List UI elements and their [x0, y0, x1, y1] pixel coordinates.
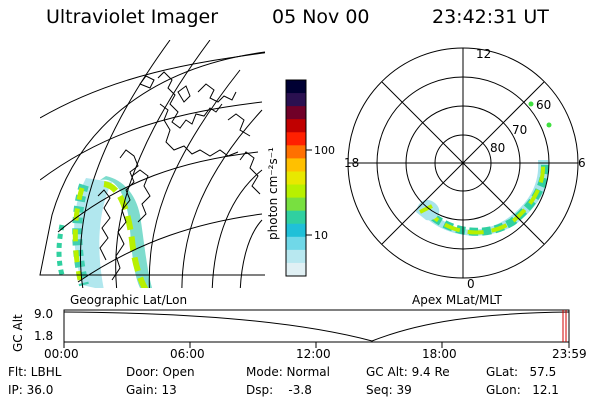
colorbar-label-10: 10: [314, 229, 328, 242]
colorbar-frame: [285, 79, 307, 277]
altitude-ylabel: GC Alt: [11, 314, 25, 352]
colorbar-unit-label: photon cm⁻²s⁻¹: [266, 147, 280, 240]
instrument-title: Ultraviolet Imager: [46, 6, 219, 28]
door-readout: Door: Open: [126, 365, 195, 379]
geographic-panel-label: Geographic Lat/Lon: [70, 293, 188, 307]
colorbar-stripe: [286, 106, 306, 120]
polar-plot: 12 18 6 0 60 70 80: [344, 47, 586, 291]
mlt-label-0: 0: [467, 277, 475, 291]
colorbar-stripe: [286, 145, 306, 159]
mlt-label-12: 12: [476, 47, 491, 61]
altitude-ytick-low: 1.8: [34, 329, 53, 343]
colorbar-stripe: [286, 158, 306, 172]
colorbar-gradient: [286, 80, 306, 277]
colorbar-stripe: [286, 210, 306, 225]
geo-frame: [39, 51, 266, 276]
altitude-curve: [63, 311, 570, 342]
date-label: 05 Nov 00: [272, 6, 370, 28]
mlat-label-70: 70: [512, 123, 527, 137]
altitude-plot-frame: [63, 309, 570, 343]
time-label: 23:42:31 UT: [432, 6, 549, 28]
mlat-label-60: 60: [536, 98, 551, 112]
xtick-1800: 18:00: [422, 347, 457, 361]
colorbar-stripe: [286, 262, 306, 277]
geographic-map: [40, 40, 265, 288]
colorbar-stripe: [286, 223, 306, 238]
xtick-0600: 06:00: [170, 347, 205, 361]
altitude-ytick-high: 9.0: [34, 307, 53, 321]
gain-readout: Gain: 13: [126, 383, 177, 397]
mlt-label-6: 6: [578, 156, 586, 170]
altitude-plot: GC Alt 9.0 1.8 00:00 06:00 12:00 18:00 2…: [11, 307, 587, 361]
ip-readout: IP: 36.0: [8, 383, 54, 397]
glon-readout: GLon: 12.1: [486, 383, 559, 397]
glat-readout: GLat: 57.5: [486, 365, 557, 379]
geo-coastlines: [97, 71, 261, 281]
filter-readout: Flt: LBHL: [8, 365, 62, 379]
colorbar-stripe: [286, 119, 306, 133]
polar-marker-1: [528, 101, 534, 107]
mode-readout: Mode: Normal: [246, 365, 330, 379]
xtick-2359: 23:59: [552, 347, 587, 361]
colorbar-stripe: [286, 197, 306, 212]
mlat-label-80: 80: [490, 141, 505, 155]
geo-latitude-lines: [40, 52, 265, 283]
colorbar-stripe: [286, 80, 306, 94]
seq-readout: Seq: 39: [366, 383, 412, 397]
colorbar-stripe: [286, 236, 306, 251]
dsp-readout: Dsp: -3.8: [246, 383, 312, 397]
colorbar-stripe: [286, 249, 306, 264]
gc-alt-readout: GC Alt: 9.4 Re: [366, 365, 450, 379]
colorbar: 100 10 photon cm⁻²s⁻¹: [266, 79, 335, 277]
colorbar-label-100: 100: [314, 144, 335, 157]
polar-grid: [347, 47, 579, 279]
xtick-0000: 00:00: [44, 347, 79, 361]
colorbar-stripe: [286, 171, 306, 186]
colorbar-stripe: [286, 93, 306, 107]
apex-panel-label: Apex MLat/MLT: [412, 293, 502, 307]
colorbar-stripe: [286, 184, 306, 199]
polar-marker-2: [546, 122, 552, 128]
colorbar-stripe: [286, 132, 306, 146]
xtick-1200: 12:00: [296, 347, 331, 361]
mlt-label-18: 18: [344, 156, 359, 170]
